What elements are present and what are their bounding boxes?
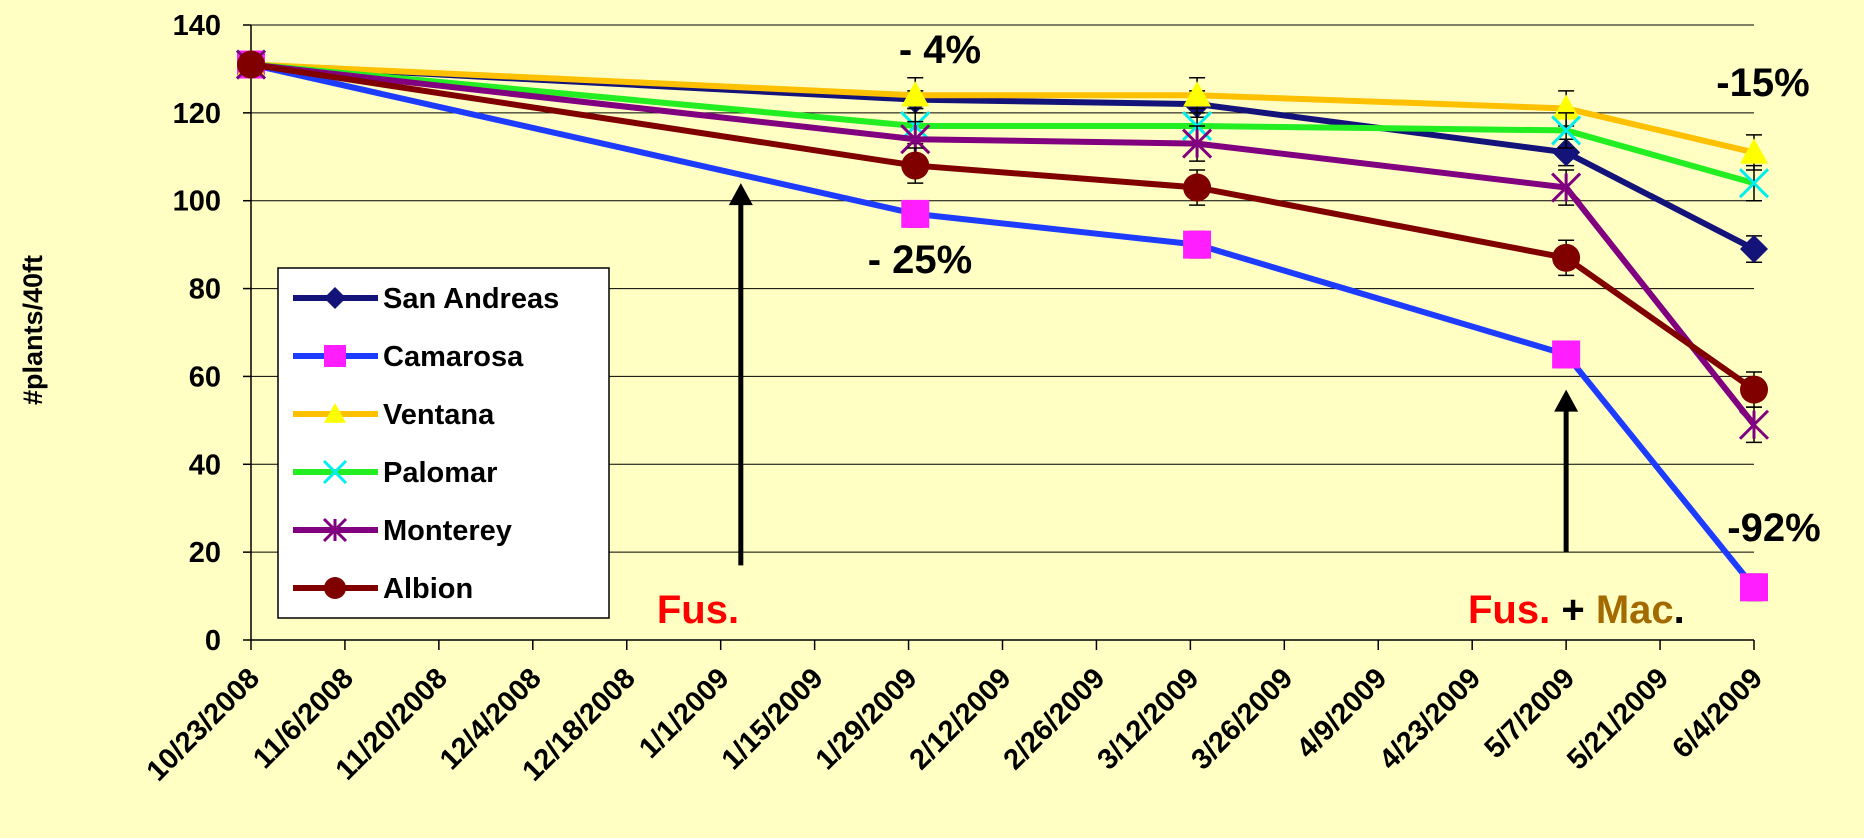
data-point xyxy=(1182,128,1213,159)
legend-marker xyxy=(322,459,348,485)
data-point xyxy=(1552,243,1581,272)
series-line xyxy=(250,61,1755,187)
data-point xyxy=(901,199,930,228)
data-point xyxy=(1740,375,1768,404)
arrow-head xyxy=(1554,389,1579,412)
x-tick-label: 3/26/2009 xyxy=(1185,662,1299,776)
data-point xyxy=(1183,173,1212,202)
x-axis: 10/23/200811/6/200811/20/200812/4/200812… xyxy=(141,639,1769,788)
legend-marker xyxy=(322,517,348,543)
series-camarosa xyxy=(237,50,1768,602)
data-point xyxy=(1552,138,1581,167)
legend-marker xyxy=(324,345,346,367)
x-tick-label: 3/12/2009 xyxy=(1091,662,1205,776)
event-label-period: . xyxy=(1674,588,1685,632)
x-tick-label: 2/26/2009 xyxy=(998,662,1112,776)
data-point xyxy=(1740,573,1768,602)
annotation-pct-ventana-jan: - 4% xyxy=(899,28,981,72)
legend-marker xyxy=(324,403,346,423)
y-tick-label: 0 xyxy=(205,625,221,657)
y-axis-title: #plants/40ft xyxy=(18,255,48,405)
x-tick-label: 1/15/2009 xyxy=(716,662,830,776)
legend-marker xyxy=(324,577,346,599)
event-label-fusarium-macrophomina: Fus. + Mac. xyxy=(1468,588,1685,632)
legend-label: Camarosa xyxy=(383,341,524,373)
y-tick-label: 120 xyxy=(173,98,221,130)
data-point xyxy=(1551,115,1582,146)
annotation-arrows xyxy=(728,183,1579,566)
x-tick-label: 2/12/2009 xyxy=(904,662,1018,776)
x-tick-label: 4/23/2009 xyxy=(1373,662,1487,776)
data-point xyxy=(1740,138,1768,164)
x-tick-label: 6/4/2009 xyxy=(1666,662,1768,764)
data-point xyxy=(1552,340,1581,369)
event-label-plus: + xyxy=(1550,588,1596,632)
y-tick-label: 100 xyxy=(173,186,221,218)
legend-label: Palomar xyxy=(383,457,497,489)
event-label-fus: Fus. xyxy=(1468,588,1550,632)
data-point xyxy=(1738,409,1770,440)
y-tick-label: 140 xyxy=(173,10,221,42)
data-point xyxy=(901,81,930,107)
data-point xyxy=(1183,230,1212,259)
y-tick-label: 60 xyxy=(189,361,221,393)
data-point xyxy=(901,151,930,180)
legend-label: Ventana xyxy=(383,399,495,431)
annotation-pct-camarosa-jan: - 25% xyxy=(868,238,973,282)
x-tick-label: 10/23/2008 xyxy=(141,662,266,787)
legend-label: San Andreas xyxy=(383,283,559,315)
y-tick-label: 20 xyxy=(189,537,221,569)
legend-label: Monterey xyxy=(383,515,512,547)
y-tick-label: 80 xyxy=(189,274,221,306)
data-point xyxy=(1740,235,1768,264)
y-axis: 0 20 40 60 80 100 120 140 xyxy=(173,10,252,657)
legend-label: Albion xyxy=(383,573,473,605)
data-point xyxy=(1551,172,1582,203)
legend-box xyxy=(277,267,610,619)
y-tick-label: 40 xyxy=(189,449,221,481)
event-label-mac: Mac xyxy=(1596,588,1674,632)
event-label-fusarium: Fus. xyxy=(657,588,739,632)
x-tick-label: 5/21/2009 xyxy=(1561,662,1675,776)
data-point xyxy=(1183,81,1212,107)
x-tick-label: 1/29/2009 xyxy=(810,662,924,776)
data-point xyxy=(1738,168,1770,199)
legend-marker xyxy=(324,287,346,309)
annotation-pct-ventana-jun: -15% xyxy=(1716,61,1809,105)
series-layer xyxy=(235,49,1770,602)
legend: San Andreas Camarosa Ventana Palomar Montere… xyxy=(277,267,610,619)
series-albion xyxy=(237,50,1768,408)
data-point xyxy=(237,50,265,79)
annotation-pct-camarosa-jun: -92% xyxy=(1727,506,1820,550)
arrow-head xyxy=(728,183,753,206)
